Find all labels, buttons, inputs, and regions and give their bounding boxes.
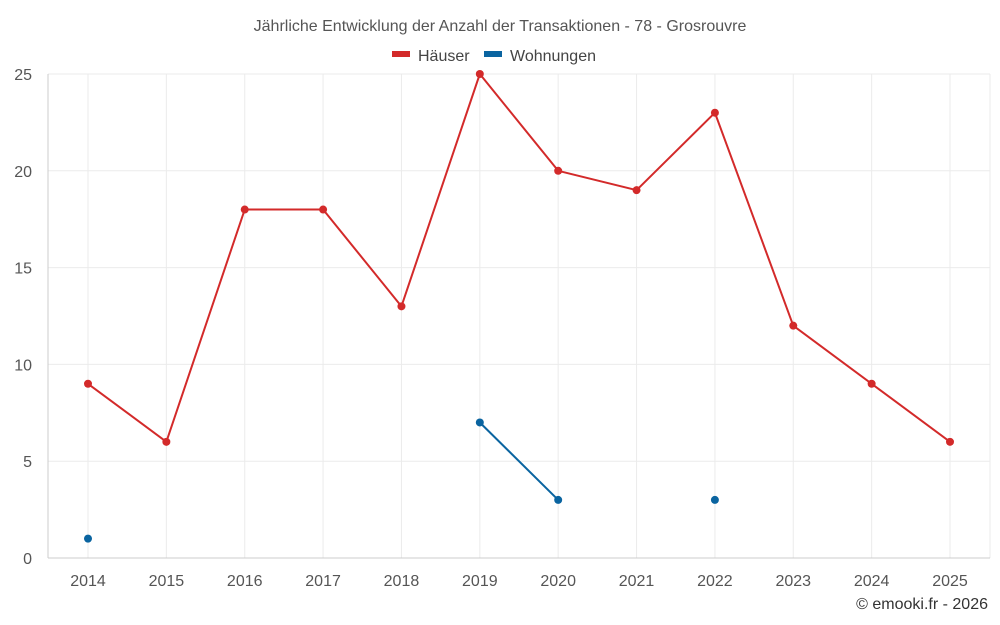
y-tick-label: 20 <box>14 164 32 181</box>
x-axis-ticks: 2014 2015 2016 2017 2018 2019 2020 2021 2022 2023… <box>70 573 968 590</box>
data-point-wohnungen <box>475 418 484 427</box>
legend-swatch-wohnungen <box>484 51 502 57</box>
data-point-wohnungen <box>710 495 719 504</box>
data-point-haeuser <box>867 379 876 388</box>
data-point-haeuser <box>475 70 484 78</box>
data-point-wohnungen <box>84 534 92 543</box>
legend-label-haeuser: Häuser <box>418 48 470 65</box>
x-tick-label: 2019 <box>462 573 498 590</box>
x-tick-label: 2025 <box>932 573 968 590</box>
data-point-haeuser <box>710 108 719 117</box>
series-line-haeuser <box>87 73 951 443</box>
x-tick-label: 2015 <box>149 573 185 590</box>
legend-item-haeuser[interactable]: Häuser <box>392 48 470 65</box>
x-tick-label: 2016 <box>227 573 263 590</box>
x-tick-label: 2023 <box>775 573 811 590</box>
grid <box>48 73 991 558</box>
y-tick-label: 15 <box>14 261 32 278</box>
data-point-haeuser <box>632 186 641 195</box>
data-point-haeuser <box>946 437 954 446</box>
data-point-haeuser <box>319 205 328 214</box>
y-tick-label: 25 <box>14 67 32 84</box>
y-tick-label: 10 <box>14 357 32 374</box>
legend-label-wohnungen: Wohnungen <box>510 48 596 65</box>
data-point-haeuser <box>397 302 406 311</box>
y-tick-label: 5 <box>23 454 32 471</box>
data-point-haeuser <box>554 166 563 175</box>
credit-text: © emooki.fr - 2026 <box>856 596 988 613</box>
series-group <box>84 70 954 543</box>
data-point-haeuser <box>240 205 249 214</box>
axes <box>47 74 990 559</box>
data-point-wohnungen <box>554 495 563 504</box>
chart-title: Jährliche Entwicklung der Anzahl der Tra… <box>254 18 747 35</box>
x-tick-label: 2022 <box>697 573 733 590</box>
legend: Häuser Wohnungen <box>392 48 596 65</box>
x-tick-label: 2020 <box>540 573 576 590</box>
series-line-wohnungen <box>479 421 559 501</box>
x-tick-label: 2024 <box>854 573 890 590</box>
x-tick-label: 2017 <box>305 573 341 590</box>
y-tick-label: 0 <box>23 551 32 568</box>
data-point-haeuser <box>84 379 92 388</box>
data-point-haeuser <box>789 321 798 330</box>
x-tick-label: 2018 <box>384 573 420 590</box>
data-point-haeuser <box>162 437 171 446</box>
legend-item-wohnungen[interactable]: Wohnungen <box>484 48 596 65</box>
y-axis-ticks: 0 5 10 15 20 25 <box>14 67 32 568</box>
x-tick-label: 2021 <box>619 573 655 590</box>
legend-swatch-haeuser <box>392 51 410 57</box>
x-tick-label: 2014 <box>70 573 106 590</box>
